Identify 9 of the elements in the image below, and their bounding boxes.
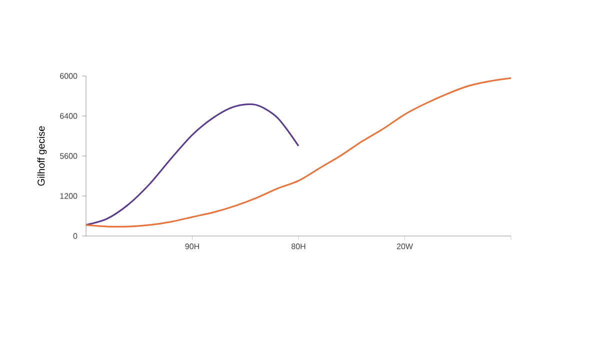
text: 0 — [73, 233, 78, 239]
x-tick-label: 80H — [292, 244, 306, 250]
x-tick-label: 20W — [396, 244, 413, 250]
text: 1200 — [60, 193, 78, 199]
text: 5600 — [60, 153, 78, 159]
y-axis-title: Gilhoff gecise — [37, 126, 47, 186]
text: 6400 — [60, 113, 78, 119]
text: 6000 — [60, 73, 78, 79]
x-tick-label: 90H — [185, 244, 199, 250]
